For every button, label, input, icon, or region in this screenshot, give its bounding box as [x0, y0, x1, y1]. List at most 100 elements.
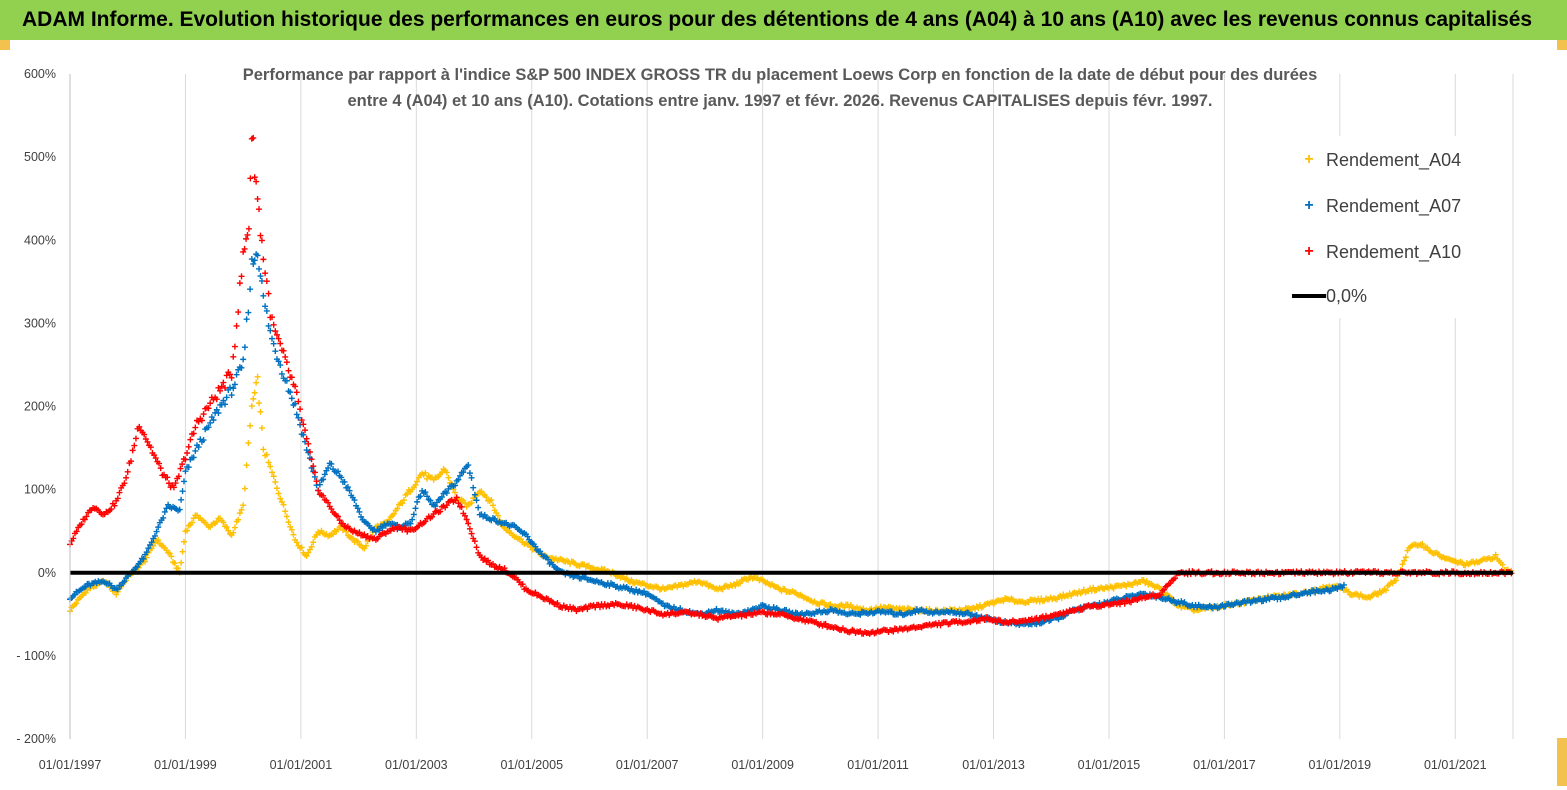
point-a10	[453, 494, 460, 501]
point-a10	[258, 237, 265, 244]
point-a07	[160, 514, 167, 521]
point-a10	[253, 178, 260, 185]
point-a07	[240, 356, 247, 363]
point-a10	[485, 557, 492, 564]
point-a04	[285, 519, 292, 526]
point-a10	[272, 328, 279, 335]
x-tick-label: 01/01/2005	[500, 758, 563, 772]
point-a07	[182, 468, 189, 475]
point-a07	[438, 494, 445, 501]
point-a10	[311, 469, 318, 476]
point-a04	[478, 488, 485, 495]
point-a04	[452, 489, 459, 496]
point-a07	[334, 468, 341, 475]
point-a07	[134, 563, 141, 570]
point-a07	[190, 454, 197, 461]
point-a10	[263, 278, 270, 285]
point-a10	[251, 174, 258, 181]
point-a07	[265, 322, 272, 329]
point-a10	[177, 465, 184, 472]
point-a10	[305, 440, 312, 447]
point-a10	[463, 516, 470, 523]
point-a04	[490, 502, 497, 509]
point-a10	[1157, 591, 1164, 598]
point-a07	[320, 476, 327, 483]
point-a10	[297, 406, 304, 413]
point-a10	[295, 398, 302, 405]
point-a10	[124, 468, 131, 475]
y-tick-label: 500%	[24, 150, 56, 164]
point-a07	[471, 491, 478, 498]
point-a04	[238, 506, 245, 513]
point-a04	[250, 395, 257, 402]
point-a07	[121, 578, 128, 585]
point-a04	[179, 548, 186, 555]
point-a04	[243, 462, 250, 469]
point-a10	[262, 270, 269, 277]
point-a10	[144, 438, 151, 445]
point-a04	[175, 565, 182, 572]
point-a04	[272, 479, 279, 486]
point-a10	[187, 436, 194, 443]
point-a07	[247, 286, 254, 293]
point-a07	[233, 371, 240, 378]
point-a04	[303, 553, 310, 560]
point-a07	[179, 488, 186, 495]
point-a04	[732, 582, 739, 589]
point-a10	[461, 512, 468, 519]
point-a10	[223, 372, 230, 379]
legend-line-zero	[1292, 294, 1326, 298]
point-a10	[320, 492, 327, 499]
point-a07	[243, 316, 250, 323]
point-a04	[171, 560, 178, 567]
point-a10	[277, 340, 284, 347]
point-a07	[241, 344, 248, 351]
point-a10	[207, 400, 214, 407]
point-a07	[427, 497, 434, 504]
legend-label-a04: Rendement_A04	[1326, 149, 1462, 170]
x-tick-label: 01/01/2017	[1193, 758, 1256, 772]
point-a10	[256, 206, 263, 213]
point-a10	[172, 480, 179, 487]
point-a07	[71, 591, 78, 598]
point-a10	[282, 353, 289, 360]
point-a10	[116, 489, 123, 496]
point-a07	[344, 484, 351, 491]
y-tick-label: - 200%	[16, 732, 56, 746]
point-a04	[363, 542, 370, 549]
point-a10	[490, 560, 497, 567]
point-a10	[136, 423, 143, 430]
point-a04	[310, 539, 317, 546]
point-a10	[328, 506, 335, 513]
point-a07	[783, 607, 790, 614]
point-a04	[1492, 551, 1499, 558]
y-tick-label: 0%	[38, 566, 56, 580]
point-a04	[256, 400, 263, 407]
point-a10	[260, 256, 267, 263]
point-a10	[226, 371, 233, 378]
point-a07	[341, 478, 348, 485]
point-a07	[300, 431, 307, 438]
point-a04	[178, 559, 185, 566]
point-a04	[273, 485, 280, 492]
y-tick-label: - 100%	[16, 649, 56, 663]
point-a10	[141, 431, 148, 438]
point-a04	[263, 451, 270, 458]
point-a04	[518, 536, 525, 543]
point-a07	[143, 549, 150, 556]
page-corner-bottom-right	[1557, 738, 1567, 786]
point-a07	[185, 464, 192, 471]
point-a10	[170, 484, 177, 491]
legend-item-a10: + Rendement_A10	[1292, 240, 1461, 264]
point-a10	[243, 235, 250, 242]
point-a10	[1121, 600, 1128, 607]
point-a10	[822, 620, 829, 627]
point-a07	[316, 481, 323, 488]
point-a10	[473, 544, 480, 551]
point-a04	[231, 524, 238, 531]
point-a07	[178, 496, 185, 503]
point-a10	[182, 456, 189, 463]
y-tick-label: 300%	[24, 316, 56, 330]
point-a04	[1383, 587, 1390, 594]
point-a04	[737, 580, 744, 587]
